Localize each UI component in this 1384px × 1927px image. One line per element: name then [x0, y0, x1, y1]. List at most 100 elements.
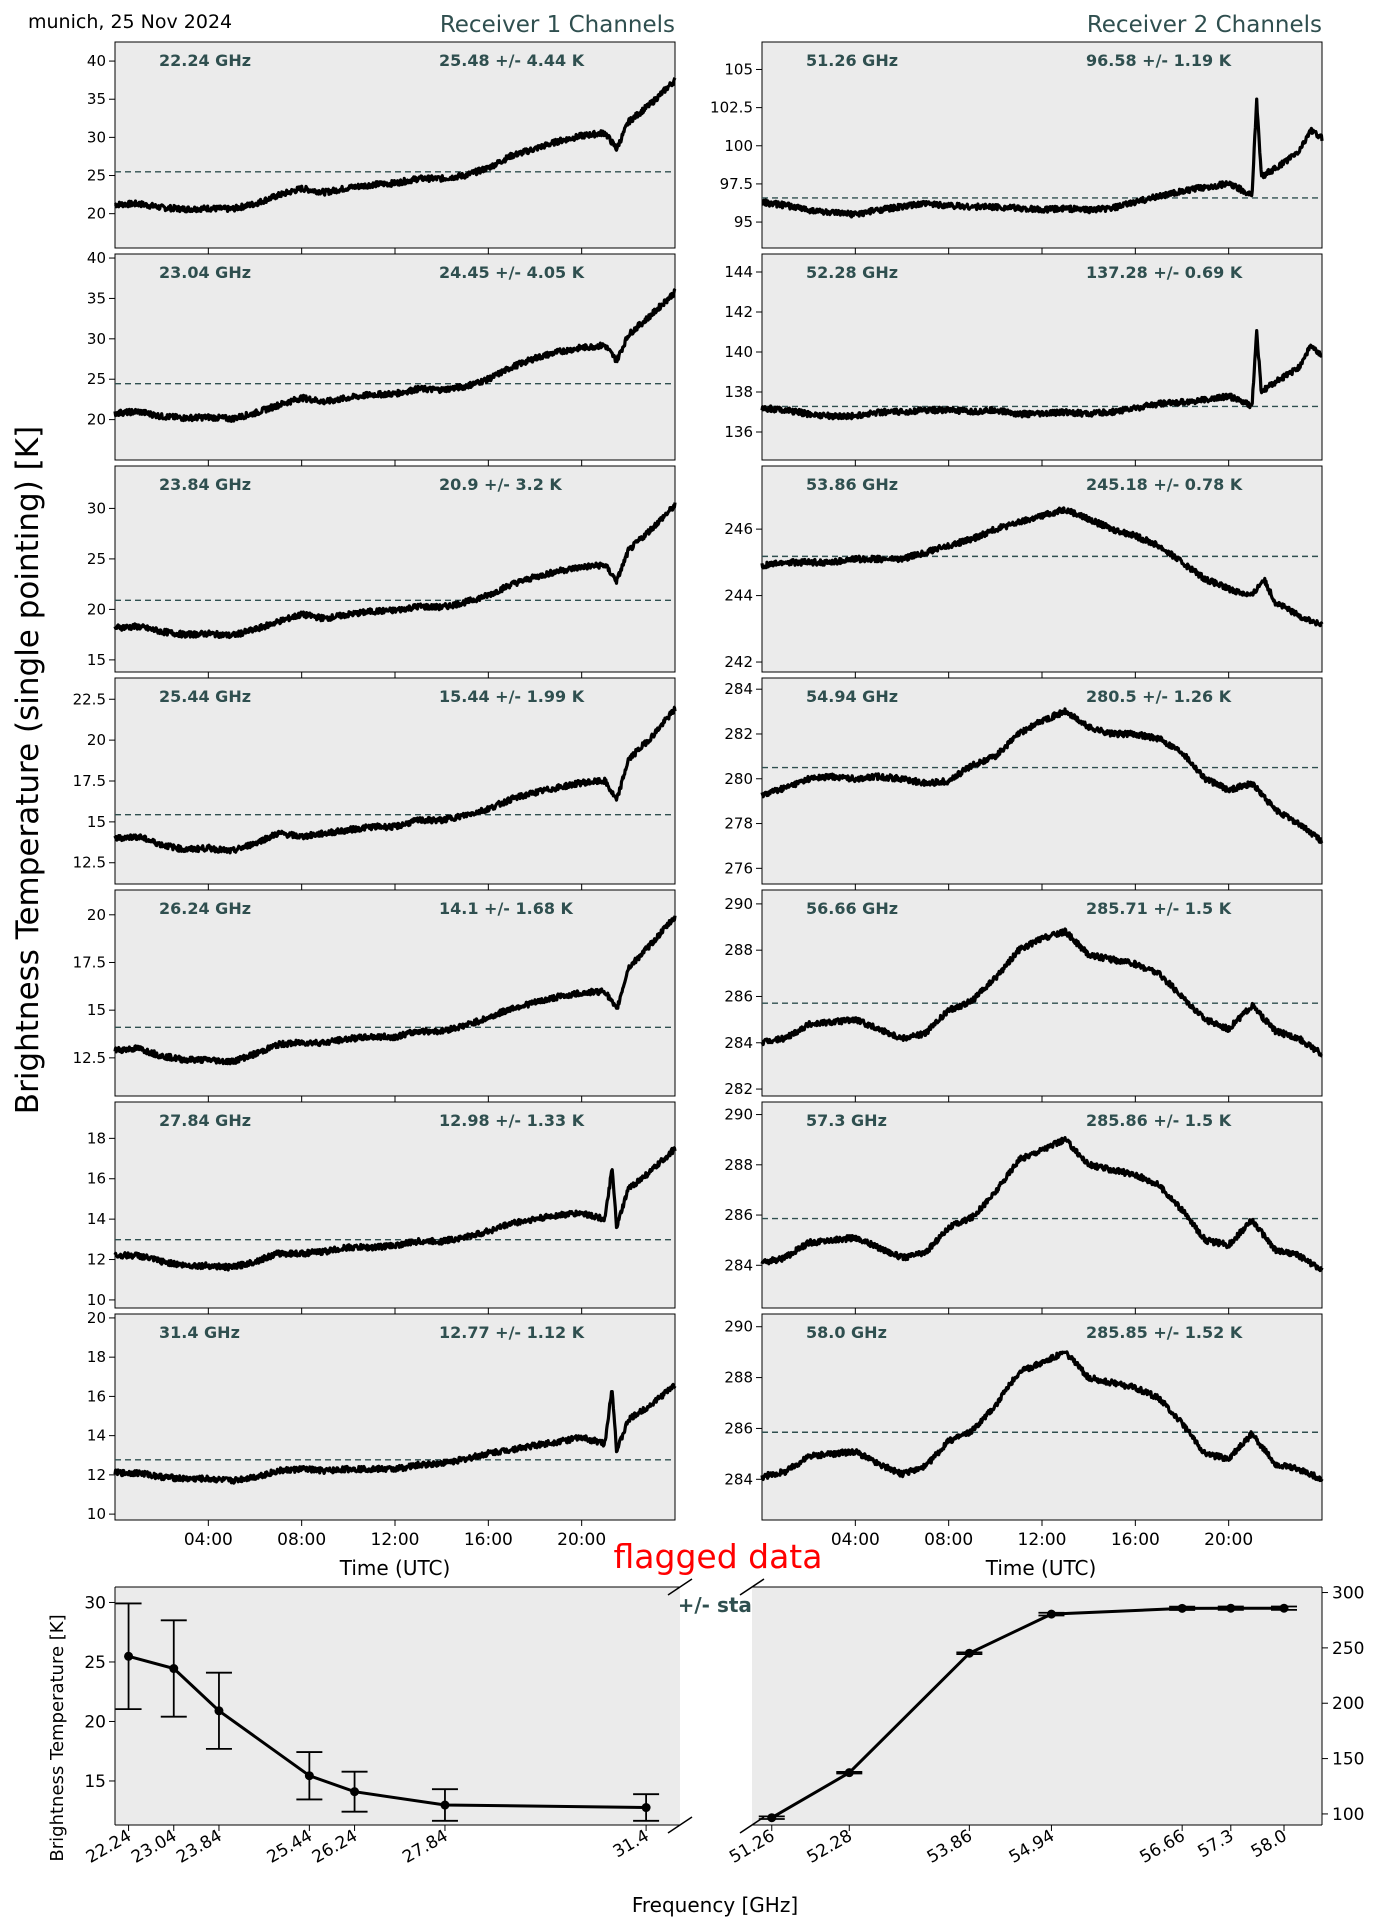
- receiver2-title: Receiver 2 Channels: [1087, 12, 1322, 38]
- rx2-panel-3: 276 278 280 282 284 54.94 GHz 280.5 +/- 1.26 K: [724, 677, 1324, 890]
- series-line: [113, 502, 677, 640]
- stats-label: 96.58 +/- 1.19 K: [1086, 51, 1232, 70]
- y-tick-label: 14: [87, 1427, 106, 1445]
- axis-break-mark: [667, 1578, 693, 1596]
- channel-label: 23.04 GHz: [159, 263, 251, 282]
- y-tick-label: 288: [724, 1156, 753, 1174]
- panel-background: [761, 253, 1323, 461]
- y-tick-label: 286: [724, 1419, 753, 1437]
- summary-left-background: [115, 1587, 680, 1825]
- series-line: [760, 329, 1323, 421]
- stats-label: 24.45 +/- 4.05 K: [439, 263, 585, 282]
- panel-background: [761, 889, 1323, 1097]
- y-tick-label: 20: [87, 205, 106, 223]
- y-tick-label: 288: [724, 941, 753, 959]
- x-tick-label: 12:00: [1018, 1530, 1067, 1550]
- rx1-panel-4: 12.5 15 17.5 20 26.24 GHz 14.1 +/- 1.68 K: [73, 889, 677, 1102]
- summary-x-tick-label: 58.0: [1248, 1826, 1291, 1862]
- y-tick-label: 12.5: [73, 854, 106, 872]
- summary-x-tick-label: 57.3: [1195, 1826, 1238, 1862]
- stats-label: 285.71 +/- 1.5 K: [1086, 899, 1232, 918]
- global-ylabel: Brightness Temperature (single pointing)…: [10, 426, 46, 1114]
- flagged-data-label: flagged data: [614, 1537, 823, 1576]
- summary-x-tick-label: 53.86: [924, 1826, 976, 1868]
- series-line: [760, 707, 1324, 845]
- series-line: [760, 927, 1323, 1058]
- y-tick-label: 105: [724, 60, 753, 78]
- y-tick-label: 286: [724, 1206, 753, 1224]
- summary-y-tick-label: 200: [1332, 1694, 1364, 1714]
- axis-break-mark: [667, 1816, 693, 1834]
- summary-x-tick-label: 31.4: [610, 1826, 653, 1862]
- channel-label: 27.84 GHz: [159, 1111, 251, 1130]
- mean-marker: [169, 1664, 179, 1674]
- stats-label: 15.44 +/- 1.99 K: [439, 687, 585, 706]
- panel-background: [761, 465, 1323, 673]
- y-tick-label: 20: [87, 906, 106, 924]
- stats-label: 12.98 +/- 1.33 K: [439, 1111, 585, 1130]
- summary-x-tick-label: 52.28: [804, 1826, 856, 1868]
- rx1-panel-3: 12.5 15 17.5 20 22.5 25.44 GHz 15.44 +/- 1.99 …: [73, 677, 677, 890]
- summary-x-tick-label: 27.84: [399, 1826, 451, 1868]
- series-line: [760, 1136, 1324, 1273]
- rx2-panel-6: 284 286 288 290 58.0 GHz 285.85 +/- 1.52 K 04:…: [724, 1313, 1324, 1550]
- y-tick-label: 286: [724, 987, 753, 1005]
- channel-label: 58.0 GHz: [806, 1323, 887, 1342]
- receiver1-title: Receiver 1 Channels: [440, 12, 675, 38]
- y-tick-label: 30: [87, 128, 106, 146]
- summary-y-tick-label: 15: [84, 1772, 106, 1792]
- series-line: [760, 506, 1324, 628]
- y-tick-label: 290: [724, 1318, 753, 1336]
- y-tick-label: 284: [724, 680, 753, 698]
- y-tick-label: 35: [87, 90, 106, 108]
- summary-y-tick-label: 150: [1332, 1750, 1364, 1770]
- mean-marker: [1177, 1603, 1187, 1613]
- channel-label: 26.24 GHz: [159, 899, 251, 918]
- location-date-label: munich, 25 Nov 2024: [28, 11, 232, 33]
- mean-marker: [440, 1800, 450, 1810]
- y-tick-label: 25: [87, 370, 106, 388]
- y-tick-label: 284: [724, 1470, 753, 1488]
- y-tick-label: 282: [724, 1080, 753, 1098]
- rx2-panel-5: 284 286 288 290 57.3 GHz 285.86 +/- 1.5 K: [724, 1101, 1324, 1314]
- rx1-panel-1: 20 25 30 35 40 23.04 GHz 24.45 +/- 4.05 K: [87, 249, 677, 466]
- plots-layer: 20 25 30 35 40 22.24 GHz 25.48 +/- 4.44 K 20 25 3…: [73, 41, 1364, 1868]
- y-tick-label: 12: [87, 1251, 106, 1269]
- summary-x-tick-label: 23.84: [173, 1826, 225, 1868]
- y-tick-label: 290: [724, 895, 753, 913]
- receiver2-xlabel: Time (UTC): [985, 1556, 1097, 1580]
- y-tick-label: 138: [724, 383, 753, 401]
- y-tick-label: 25: [87, 167, 106, 185]
- y-tick-label: 22.5: [73, 690, 106, 708]
- x-tick-label: 08:00: [277, 1530, 326, 1550]
- y-tick-label: 20: [87, 731, 106, 749]
- series-line: [113, 77, 677, 214]
- panel-background: [114, 1101, 676, 1309]
- y-tick-label: 144: [724, 263, 753, 281]
- summary-x-tick-label: 56.66: [1137, 1826, 1189, 1868]
- channel-label: 57.3 GHz: [806, 1111, 887, 1130]
- panel-background: [114, 1313, 676, 1521]
- stats-label: 285.85 +/- 1.52 K: [1086, 1323, 1243, 1342]
- summary-x-tick-label: 26.24: [309, 1826, 361, 1868]
- series-line: [113, 1146, 677, 1272]
- summary-ylabel: Brightness Temperature [K]: [47, 1614, 68, 1861]
- y-tick-label: 97.5: [720, 175, 753, 193]
- x-tick-label: 12:00: [371, 1530, 420, 1550]
- channel-label: 25.44 GHz: [159, 687, 251, 706]
- mean-marker: [1279, 1603, 1289, 1613]
- mean-marker: [214, 1706, 224, 1716]
- summary-y-tick-label: 300: [1332, 1584, 1364, 1604]
- mean-marker: [124, 1651, 134, 1661]
- summary-y-tick-label: 30: [84, 1593, 106, 1613]
- channel-label: 23.84 GHz: [159, 475, 251, 494]
- summary-xlabel: Frequency [GHz]: [632, 1893, 798, 1917]
- summary-x-tick-label: 54.94: [1006, 1826, 1058, 1868]
- y-tick-label: 12: [87, 1466, 106, 1484]
- mean-marker: [350, 1787, 360, 1797]
- mean-marker: [304, 1771, 314, 1781]
- channel-label: 51.26 GHz: [806, 51, 898, 70]
- channel-label: 31.4 GHz: [159, 1323, 240, 1342]
- y-tick-label: 10: [87, 1291, 106, 1309]
